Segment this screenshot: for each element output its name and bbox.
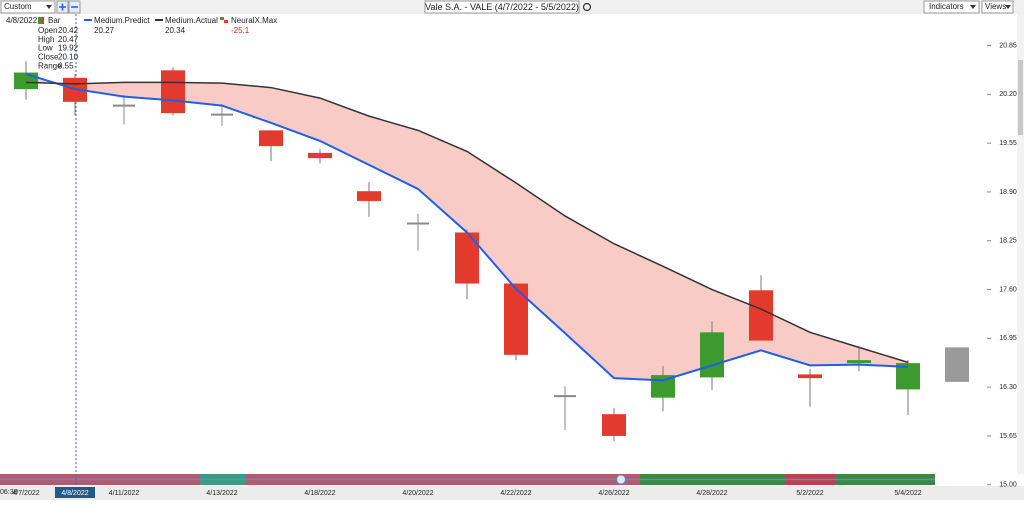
y-tick-label: 18.25 <box>999 238 1017 245</box>
y-tick-label: 20.85 <box>999 42 1017 49</box>
x-axis-strip <box>0 486 1024 500</box>
y-tick-label: 16.30 <box>999 384 1017 391</box>
x-tick-label: 5/2/2022 <box>796 490 823 497</box>
title-box <box>424 0 580 14</box>
x-tick-label: 4/26/2022 <box>598 490 629 497</box>
info-value: 20.10 <box>58 53 79 62</box>
candle-body <box>308 152 332 159</box>
views-label: Views <box>985 2 1006 11</box>
x-tick-label: 4/20/2022 <box>402 490 433 497</box>
indicator-name: NeuralX.Max <box>231 16 277 25</box>
selected-date-box <box>55 487 95 498</box>
info-value: 0.55 <box>58 61 74 70</box>
bar-legend-icon <box>41 17 44 24</box>
y-tick-label: 20.20 <box>999 91 1017 98</box>
x-tick-label: 4/13/2022 <box>206 490 237 497</box>
candle-body <box>749 290 773 341</box>
plot <box>14 61 969 442</box>
bar-legend-icon <box>38 17 41 24</box>
legend-label: Medium.Actual <box>165 16 218 25</box>
legend-label: Medium.Predict <box>94 16 150 25</box>
legend-value: 20.27 <box>94 26 115 35</box>
indicators-label: Indicators <box>929 2 964 11</box>
info-value: 20.42 <box>58 26 79 35</box>
candle-body <box>602 414 626 436</box>
y-tick-label: 18.90 <box>999 189 1017 196</box>
candle-body <box>847 360 871 364</box>
candle-body <box>455 232 479 284</box>
dropdown-arrow <box>970 5 976 9</box>
info-value: 20.47 <box>58 35 79 44</box>
plus-icon <box>59 3 66 11</box>
info-label: Range <box>38 61 62 70</box>
candle-body <box>798 374 822 379</box>
spread-area <box>26 74 908 381</box>
info-date: 4/8/2022 <box>6 16 38 25</box>
candle-body <box>504 283 528 355</box>
candle-body <box>259 130 283 147</box>
x-tick-label: 5/4/2022 <box>894 490 921 497</box>
candle-body <box>161 70 185 114</box>
refresh-icon <box>582 2 592 12</box>
series-line <box>25 73 909 382</box>
x-tick-label: 4/11/2022 <box>109 490 140 497</box>
timeline-navigator[interactable] <box>0 474 935 485</box>
preset-dropdown[interactable] <box>0 0 56 14</box>
info-label: Low <box>38 44 53 53</box>
timeline-handle[interactable] <box>616 474 626 485</box>
scrollbar[interactable] <box>1017 14 1024 474</box>
x-tick-label: 4/8/2022 <box>61 490 88 497</box>
x-tick-label: 4/28/2022 <box>696 490 727 497</box>
bar-legend: Bar <box>48 16 61 25</box>
indicator-icon <box>220 17 224 20</box>
refresh-button[interactable] <box>582 2 592 12</box>
info-value: 19.92 <box>58 44 79 53</box>
y-tick-label: 15.65 <box>999 433 1017 440</box>
candle-body <box>357 191 381 201</box>
y-tick-label: 15.00 <box>999 482 1017 489</box>
x-tick-label: 4/22/2022 <box>500 490 531 497</box>
dropdown-arrow <box>46 5 52 9</box>
y-tick-label: 16.95 <box>999 335 1017 342</box>
chart-title: Vale S.A. - VALE (4/7/2022 - 5/5/2022) <box>425 2 579 12</box>
x-tick-label: 4/7/2022 <box>12 490 39 497</box>
y-tick-label: 17.60 <box>999 286 1017 293</box>
views-dropdown[interactable] <box>981 0 1014 14</box>
info-label: High <box>38 35 54 44</box>
info-label: Open <box>38 26 58 35</box>
scroll-thumb[interactable] <box>1018 60 1023 135</box>
x-tick-label: 4/18/2022 <box>304 490 335 497</box>
indicator-value: -25.1 <box>231 26 250 35</box>
indicator-icon <box>224 20 228 23</box>
indicators-dropdown[interactable] <box>923 0 980 14</box>
projection-body <box>945 347 969 382</box>
clock: 06:38 <box>0 489 18 496</box>
info-label: Close <box>38 53 59 62</box>
y-tick-label: 19.55 <box>999 140 1017 147</box>
preset-label: Custom <box>4 2 32 11</box>
legend-value: 20.34 <box>165 26 186 35</box>
candle-body <box>700 332 724 378</box>
dropdown-arrow <box>1005 5 1011 9</box>
series-line <box>25 81 909 364</box>
